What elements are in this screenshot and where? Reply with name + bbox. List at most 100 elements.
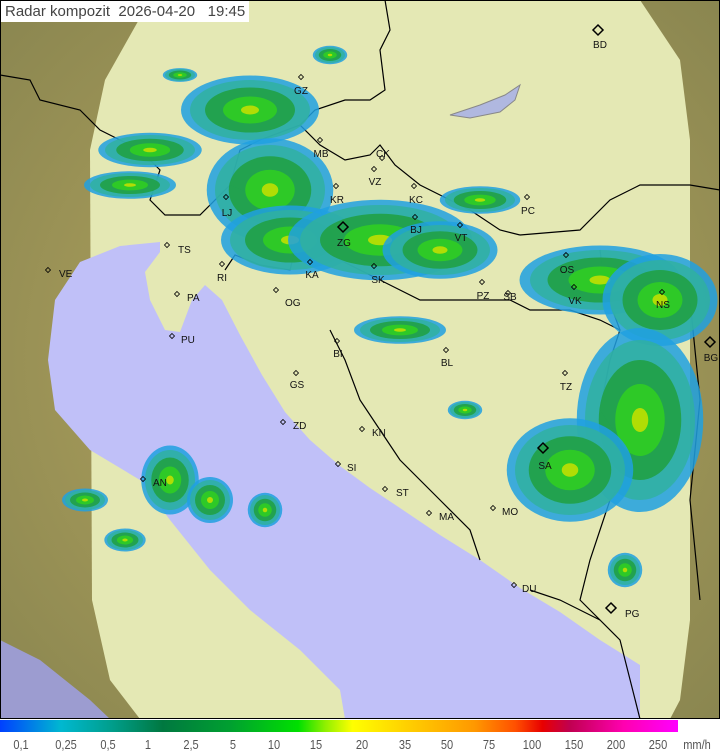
city-bl: BL	[441, 346, 454, 369]
city-label: GZ	[294, 86, 308, 97]
city-label: LJ	[222, 208, 233, 219]
precipitation-echo	[241, 105, 259, 115]
city-label: CK	[376, 149, 390, 160]
city-label: ZD	[293, 421, 306, 432]
precipitation-echo	[262, 507, 268, 513]
city-label: BJ	[410, 225, 422, 236]
legend-tick: 0,25	[55, 737, 77, 751]
city-marker-icon	[306, 258, 314, 266]
city-marker-icon	[218, 260, 226, 268]
city-label: PA	[187, 293, 200, 304]
city-markers: GZ BD MB CK VZ KR KC PC ZG BJ VT LJ TS VE RI PA PU OG KA SK…	[44, 23, 718, 620]
precipitation-echo	[652, 294, 668, 306]
city-du: DU	[510, 581, 536, 595]
city-marker-icon	[442, 346, 450, 354]
city-label: TS	[178, 245, 191, 256]
city-label: KA	[305, 270, 319, 281]
city-ck: CK	[376, 149, 390, 162]
city-label: PG	[625, 609, 640, 620]
city-label: BD	[593, 40, 607, 51]
city-ka: KA	[305, 258, 319, 281]
city-marker-icon	[272, 286, 280, 294]
city-marker-icon	[173, 290, 181, 298]
city-label: VE	[59, 269, 73, 280]
city-label: NS	[656, 300, 670, 311]
legend-tick: 5	[229, 737, 237, 751]
city-label: PU	[181, 335, 195, 346]
city-label: RI	[217, 273, 227, 284]
city-vt: VT	[455, 221, 468, 244]
city-marker-icon	[334, 460, 342, 468]
city-marker-icon	[604, 601, 618, 615]
title-box: Radar kompozit 2026-04-20 19:45	[1, 1, 250, 22]
title-time: 19:45	[207, 3, 246, 20]
city-marker-icon	[378, 154, 386, 162]
city-label: VT	[455, 233, 468, 244]
city-pu: PU	[168, 332, 195, 346]
city-gz: GZ	[294, 73, 308, 97]
city-kr: KR	[330, 182, 344, 206]
city-label: SK	[371, 275, 385, 286]
city-vk: VK	[568, 283, 582, 307]
city-marker-icon	[292, 369, 300, 377]
precipitation-echo	[589, 275, 611, 285]
city-marker-icon	[570, 283, 578, 291]
city-label: PZ	[477, 291, 490, 302]
city-marker-icon	[411, 213, 419, 221]
city-label: OG	[285, 298, 301, 309]
legend-tick: 100	[522, 737, 542, 751]
city-marker-icon	[703, 335, 717, 349]
city-marker-icon	[279, 418, 287, 426]
city-marker-icon	[410, 182, 418, 190]
city-label: MO	[502, 507, 518, 518]
city-label: SB	[503, 292, 517, 303]
precipitation-echo	[82, 498, 88, 502]
city-marker-icon	[44, 266, 52, 274]
legend-tick: 15	[309, 737, 323, 751]
title-date: 2026-04-20	[118, 3, 196, 20]
city-label: VZ	[369, 177, 382, 188]
city-an: AN	[139, 475, 167, 489]
precipitation-echo	[394, 328, 406, 332]
city-vz: VZ	[369, 165, 382, 188]
city-label: ZG	[337, 238, 351, 249]
precipitation-echo	[166, 475, 174, 485]
city-label: VK	[568, 296, 582, 307]
city-marker-icon	[504, 289, 512, 297]
city-marker-icon	[358, 425, 366, 433]
precipitation-echo	[622, 567, 628, 573]
legend-tick: 0,5	[100, 737, 116, 751]
legend-tick: 0,1	[13, 737, 29, 751]
city-ns: NS	[656, 288, 670, 311]
precipitation-echo	[462, 408, 468, 412]
city-marker-icon	[523, 193, 531, 201]
city-st: ST	[381, 485, 409, 499]
city-tz: TZ	[560, 369, 572, 393]
city-marker-icon	[489, 504, 497, 512]
legend-tick: 1	[144, 737, 152, 751]
precipitation-echo	[327, 53, 333, 57]
city-ts: TS	[163, 241, 191, 256]
city-mo: MO	[489, 504, 518, 518]
precipitation-echo	[561, 463, 579, 477]
city-label: AN	[153, 478, 167, 489]
city-marker-icon	[561, 369, 569, 377]
precipitation-echo	[124, 183, 136, 187]
legend-tick: 10	[267, 737, 281, 751]
adriatic-sea	[48, 242, 640, 719]
city-bj: BJ	[410, 213, 422, 236]
city-marker-icon	[297, 73, 305, 81]
city-marker-icon	[456, 221, 464, 229]
radar-map[interactable]: GZ BD MB CK VZ KR KC PC ZG BJ VT LJ TS VE RI PA PU OG KA SK…	[0, 0, 720, 719]
precipitation-echo	[631, 408, 649, 432]
city-zd: ZD	[279, 418, 306, 432]
city-kc: KC	[409, 182, 423, 206]
legend-tick: 20	[355, 737, 369, 751]
city-pa: PA	[173, 290, 200, 304]
precipitation-echo	[474, 198, 486, 202]
city-marker-icon	[562, 251, 570, 259]
city-marker-icon	[139, 475, 147, 483]
city-label: ST	[396, 488, 409, 499]
city-bg: BG	[703, 335, 718, 364]
city-marker-icon	[316, 136, 324, 144]
